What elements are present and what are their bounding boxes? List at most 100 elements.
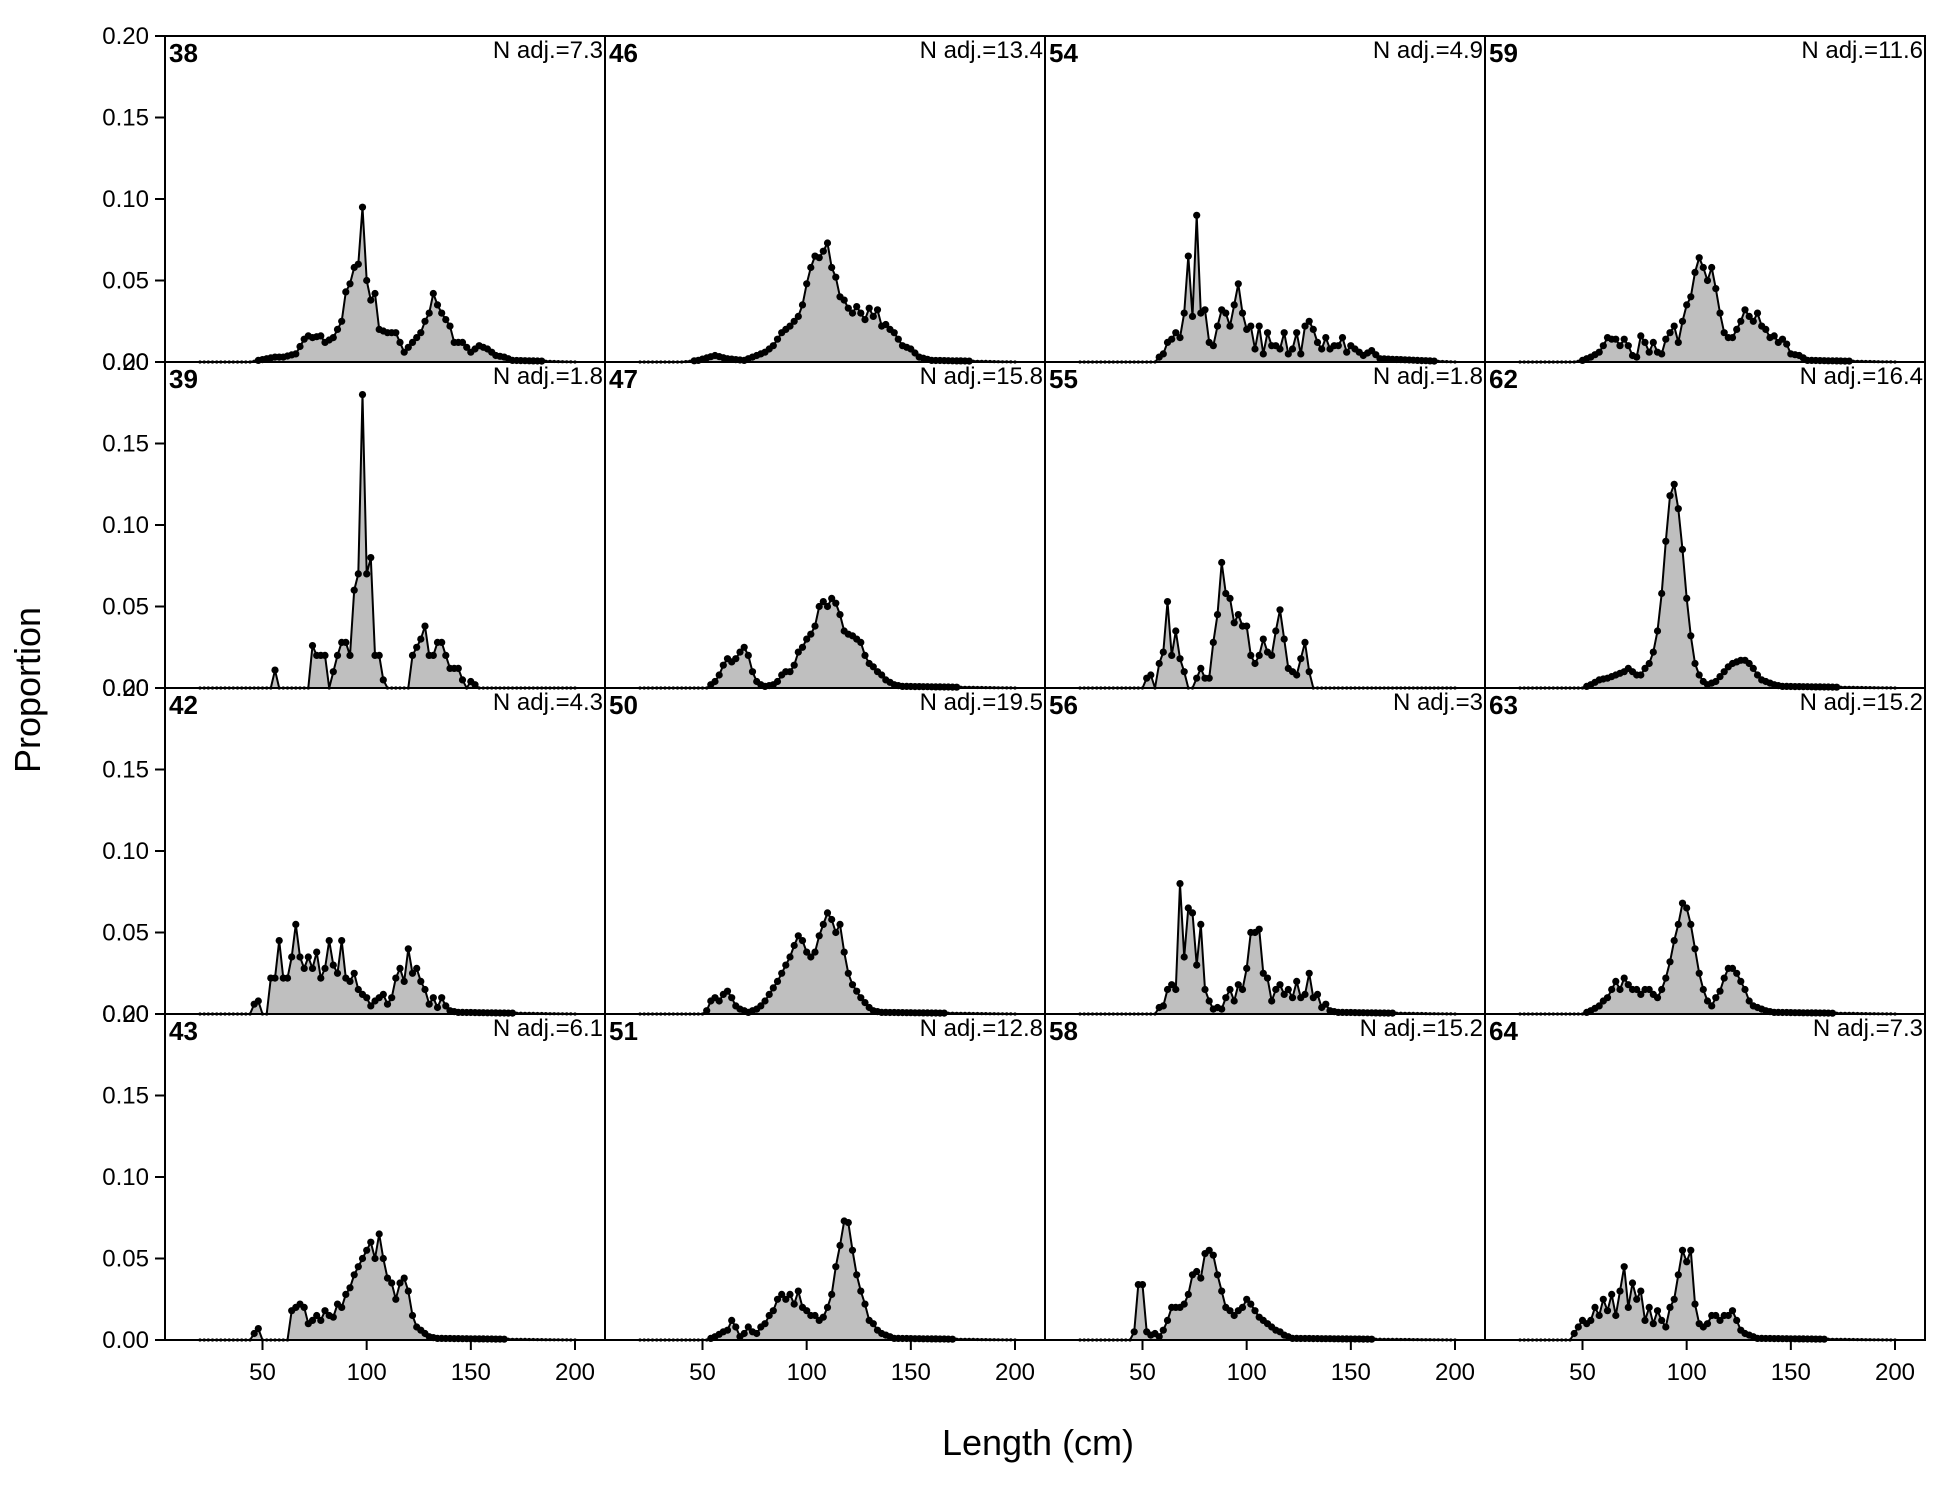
data-point: [728, 994, 736, 1002]
data-point: [711, 677, 719, 686]
data-point: [1712, 1311, 1720, 1320]
data-point: [853, 1271, 861, 1279]
data-point: [1608, 985, 1616, 994]
data-point: [857, 994, 865, 1002]
data-point: [383, 1000, 392, 1008]
data-point: [313, 1311, 321, 1320]
y-tick-label: 0.20: [102, 675, 149, 702]
data-point: [1708, 1002, 1716, 1010]
data-point: [1645, 1303, 1653, 1311]
data-point: [828, 1290, 836, 1298]
data-point: [1645, 985, 1653, 994]
data-point: [723, 1326, 732, 1334]
data-point: [1276, 345, 1284, 353]
data-point: [1670, 1295, 1678, 1303]
data-point: [1213, 1271, 1222, 1279]
data-point: [1662, 974, 1670, 982]
data-point: [321, 651, 329, 660]
data-point: [1251, 345, 1259, 353]
data-point: [1301, 990, 1309, 999]
data-point: [1678, 317, 1687, 325]
data-point: [1176, 655, 1184, 663]
data-point: [371, 289, 379, 298]
data-point: [1305, 969, 1313, 977]
y-tick-label: 0.20: [102, 23, 149, 50]
data-point: [1188, 312, 1197, 320]
data-point: [1193, 211, 1201, 219]
data-point: [433, 1003, 442, 1012]
data-point: [1168, 981, 1176, 989]
data-point: [844, 1219, 852, 1227]
data-point: [815, 254, 823, 262]
data-point: [1272, 627, 1280, 635]
data-point: [1570, 1329, 1578, 1338]
data-point: [1193, 1267, 1201, 1276]
data-point: [400, 1274, 408, 1282]
data-point: [1218, 1005, 1226, 1013]
data-point: [1297, 350, 1305, 358]
data-point: [1322, 1000, 1330, 1008]
data-point: [861, 1300, 869, 1308]
y-tick-label: 0.05: [102, 268, 149, 295]
data-point: [811, 622, 819, 630]
panel-63: 63 N adj.=15.2: [1484, 687, 1926, 1017]
data-point: [1305, 317, 1313, 325]
data-point: [429, 651, 437, 660]
data-point: [786, 668, 794, 676]
panel-id-label: 56: [1049, 690, 1078, 720]
x-tick-label: 50: [689, 1359, 716, 1386]
panel-42: 42 N adj.=4.3: [164, 687, 606, 1017]
data-point: [740, 1329, 748, 1338]
panel-id-label: 63: [1489, 690, 1518, 720]
data-point: [404, 343, 412, 351]
data-point: [798, 937, 807, 945]
data-point: [790, 661, 798, 669]
data-point: [1205, 997, 1213, 1005]
data-point: [865, 304, 873, 312]
data-point: [1234, 981, 1242, 989]
data-point: [321, 964, 329, 973]
data-point: [1683, 594, 1691, 603]
data-point: [408, 1311, 417, 1320]
data-point: [375, 1230, 383, 1238]
data-point: [1599, 342, 1607, 350]
panel-n-label: N adj.=13.4: [920, 37, 1043, 64]
data-point: [1653, 1307, 1662, 1315]
data-point: [861, 651, 869, 660]
area-fill-55: [1080, 562, 1455, 688]
data-point: [1176, 880, 1184, 888]
data-point: [1226, 594, 1234, 603]
data-point: [848, 1246, 857, 1254]
data-point: [313, 948, 321, 956]
panel-n-label: N adj.=19.5: [920, 689, 1043, 716]
data-point: [790, 317, 798, 325]
data-point: [1276, 606, 1284, 614]
data-point: [1226, 322, 1234, 330]
data-point: [823, 909, 832, 917]
data-point: [832, 928, 840, 937]
data-point: [354, 985, 362, 994]
y-tick-label: 0.10: [102, 512, 149, 539]
data-point: [1749, 664, 1757, 673]
panel-id-label: 46: [609, 38, 638, 68]
x-tick-label: 50: [1129, 1359, 1156, 1386]
data-point: [832, 599, 840, 607]
data-point: [819, 598, 827, 606]
data-point: [1263, 329, 1272, 337]
data-point: [329, 961, 337, 969]
data-point: [1737, 977, 1745, 986]
data-point: [346, 280, 354, 288]
data-point: [836, 611, 844, 619]
data-point: [333, 969, 342, 977]
data-point: [719, 661, 727, 669]
data-point: [421, 317, 429, 325]
panel-id-label: 42: [169, 690, 198, 720]
data-point: [1620, 1263, 1628, 1271]
data-point: [296, 342, 304, 351]
data-point: [778, 969, 786, 977]
data-point: [1155, 1333, 1163, 1341]
y-tick-label: 0.00: [102, 675, 149, 702]
y-tick-label: 0.10: [102, 1164, 149, 1191]
panel-id-label: 58: [1049, 1016, 1078, 1046]
data-point: [890, 329, 898, 337]
